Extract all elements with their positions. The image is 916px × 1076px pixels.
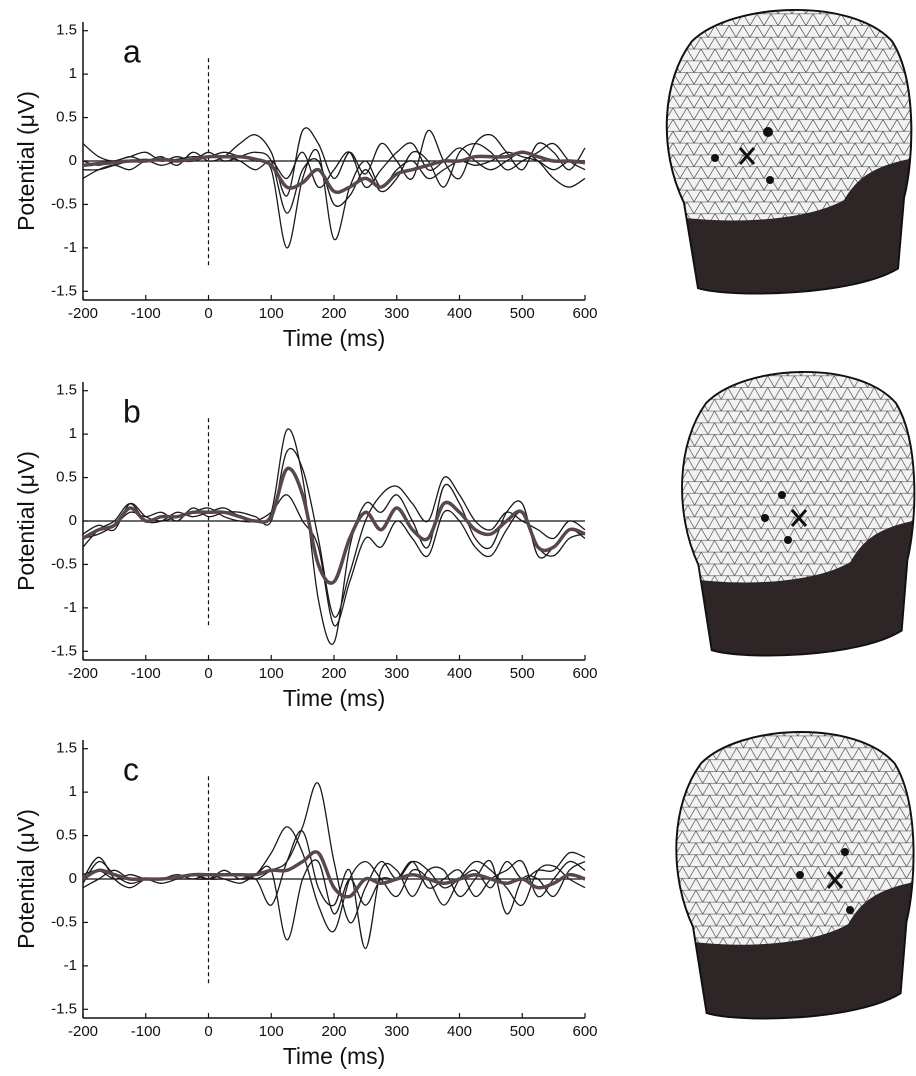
trace <box>82 466 586 585</box>
y-tick-label: 0.5 <box>56 469 77 486</box>
y-tick-label: -0.5 <box>51 195 77 212</box>
x-axis-label: Time (ms) <box>283 325 386 351</box>
head-model <box>652 2 916 306</box>
head-image <box>652 2 916 306</box>
electrode-dot <box>846 906 854 914</box>
x-tick-label: 300 <box>384 1023 409 1040</box>
y-tick-label: -1 <box>64 957 77 974</box>
trace <box>82 782 586 924</box>
electrode-dot <box>778 491 786 499</box>
panel-label: b <box>123 393 141 429</box>
trace <box>82 142 586 214</box>
y-tick-label: -1 <box>64 599 77 616</box>
head-model <box>662 724 916 1031</box>
x-tick-label: 300 <box>384 305 409 322</box>
x-axis-label: Time (ms) <box>283 685 386 711</box>
x-tick-label: 400 <box>447 665 472 682</box>
trace <box>82 859 586 941</box>
x-tick-label: 200 <box>321 665 346 682</box>
x-tick-label: 600 <box>572 665 597 682</box>
electrode-dot <box>784 536 792 544</box>
x-tick-label: 200 <box>321 1023 346 1040</box>
x-tick-label: 100 <box>259 305 284 322</box>
x-tick-label: 400 <box>447 1023 472 1040</box>
y-tick-label: -0.5 <box>51 555 77 572</box>
x-tick-label: 300 <box>384 665 409 682</box>
y-tick-label: -0.5 <box>51 913 77 930</box>
x-tick-label: -100 <box>131 305 161 322</box>
trace <box>82 428 586 646</box>
x-tick-label: 0 <box>204 665 212 682</box>
x-tick-label: -200 <box>68 1023 98 1040</box>
electrode-marker <box>738 147 756 165</box>
x-tick-label: 400 <box>447 305 472 322</box>
y-tick-label: 1.5 <box>56 382 77 399</box>
x-tick-label: 0 <box>204 305 212 322</box>
x-tick-label: -100 <box>131 1023 161 1040</box>
y-tick-label: -1.5 <box>51 642 77 659</box>
x-tick-label: -200 <box>68 665 98 682</box>
electrode-dot <box>796 871 804 879</box>
x-tick-label: 100 <box>259 1023 284 1040</box>
x-tick-label: 0 <box>204 1023 212 1040</box>
trace <box>82 494 586 627</box>
x-tick-label: 500 <box>510 1023 535 1040</box>
y-tick-label: 1 <box>69 783 77 800</box>
y-axis-label: Potential (μV) <box>13 91 39 231</box>
x-tick-label: 600 <box>572 305 597 322</box>
y-tick-label: 1.5 <box>56 740 77 757</box>
trace <box>82 850 586 899</box>
y-axis-label: Potential (μV) <box>13 809 39 949</box>
trace <box>82 150 586 194</box>
x-tick-label: 600 <box>572 1023 597 1040</box>
chart-panel: -1.5 -1 -0.5 0 0.5 1 1.5 -200 -100 0 100 200 300 400 5… <box>13 22 597 351</box>
y-tick-label: 0 <box>69 152 77 169</box>
panel-label: a <box>123 33 141 69</box>
x-tick-label: 200 <box>321 305 346 322</box>
x-axis-label: Time (ms) <box>283 1043 386 1069</box>
y-tick-label: 1 <box>69 65 77 82</box>
x-tick-label: 500 <box>510 305 535 322</box>
y-tick-label: -1.5 <box>51 282 77 299</box>
x-tick-label: 500 <box>510 665 535 682</box>
head-image <box>662 724 916 1031</box>
y-tick-label: -1.5 <box>51 1000 77 1017</box>
panel-label: c <box>123 751 139 787</box>
electrode-dot <box>763 127 773 137</box>
y-tick-label: 0 <box>69 870 77 887</box>
electrode-dot <box>766 176 774 184</box>
y-tick-label: 0.5 <box>56 827 77 844</box>
head-model <box>668 364 916 668</box>
x-tick-label: 100 <box>259 665 284 682</box>
trace <box>82 447 586 618</box>
y-axis-label: Potential (μV) <box>13 451 39 591</box>
y-tick-label: -1 <box>64 239 77 256</box>
chart-panel: -1.5 -1 -0.5 0 0.5 1 1.5 -200 -100 0 100 200 300 400 5… <box>13 740 597 1069</box>
y-tick-label: 1.5 <box>56 22 77 39</box>
electrode-dot <box>711 154 719 162</box>
head-image <box>668 364 916 668</box>
y-tick-label: 0 <box>69 512 77 529</box>
electrode-marker <box>826 871 844 889</box>
electrode-marker <box>790 509 808 527</box>
chart-panel: -1.5 -1 -0.5 0 0.5 1 1.5 -200 -100 0 100 200 300 400 5… <box>13 382 597 711</box>
x-tick-label: -100 <box>131 665 161 682</box>
y-tick-label: 0.5 <box>56 109 77 126</box>
x-tick-label: -200 <box>68 305 98 322</box>
electrode-dot <box>841 848 849 856</box>
y-tick-label: 1 <box>69 425 77 442</box>
electrode-dot <box>761 514 769 522</box>
trace <box>82 127 586 197</box>
